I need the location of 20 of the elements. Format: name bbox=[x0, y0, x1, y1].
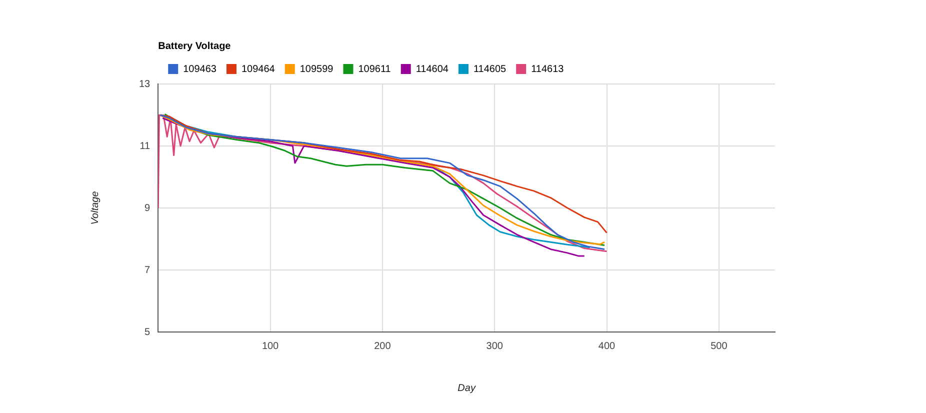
x-axis-title: Day bbox=[458, 382, 476, 394]
y-axis-title: Voltage bbox=[90, 190, 101, 225]
x-tick-label: 100 bbox=[262, 340, 280, 352]
x-tick-label: 200 bbox=[374, 340, 392, 352]
y-tick-label: 9 bbox=[144, 202, 151, 214]
legend-label: 109599 bbox=[300, 64, 334, 75]
y-tick-label: 5 bbox=[144, 326, 151, 338]
legend-label: 114604 bbox=[416, 64, 449, 75]
legend-label: 114613 bbox=[531, 64, 564, 75]
x-tick-label: 300 bbox=[486, 340, 504, 352]
legend-label: 109463 bbox=[183, 64, 217, 75]
legend-label: 109464 bbox=[241, 64, 276, 75]
y-tick-label: 11 bbox=[140, 140, 151, 152]
y-tick-label: 7 bbox=[144, 264, 151, 276]
chart-title: Battery Voltage bbox=[158, 40, 232, 52]
y-tick-label: 13 bbox=[139, 78, 151, 90]
legend-label: 109611 bbox=[358, 64, 392, 75]
x-tick-label: 500 bbox=[710, 340, 728, 352]
legend-label: 114605 bbox=[473, 64, 507, 75]
x-tick-label: 400 bbox=[598, 340, 616, 352]
